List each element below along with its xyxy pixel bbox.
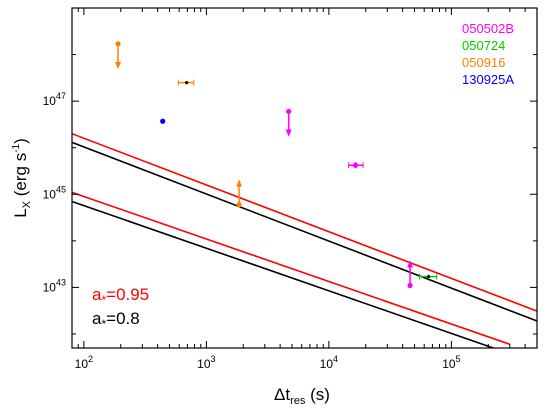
y-tick-label: 1045 — [43, 184, 66, 201]
model-line-2 — [72, 191, 511, 346]
data-point-050502B — [286, 108, 292, 115]
x-tick-label-base: 10 — [75, 357, 89, 371]
y-tick-label-exp: 45 — [56, 184, 66, 194]
param-sub: * — [101, 293, 106, 307]
y-tick-label-base: 10 — [43, 280, 57, 294]
data-points — [115, 41, 438, 289]
data-point-050916 — [185, 81, 189, 85]
limit-arrow-head — [285, 129, 292, 137]
y-tick-label: 1043 — [43, 277, 66, 294]
x-tick-label: 104 — [320, 354, 338, 371]
limit-arrow-head — [236, 179, 243, 187]
x-tick-label-base: 10 — [320, 357, 334, 371]
model-line-3 — [72, 200, 494, 348]
data-point-050502B — [352, 162, 359, 168]
y-tick-label-base: 10 — [43, 94, 57, 108]
x-axis-title-main: Δt — [274, 385, 290, 404]
y-axis-title-unit-pre: (erg s — [11, 153, 30, 201]
data-point-050724 — [426, 275, 431, 279]
limit-arrow-head — [407, 260, 414, 268]
x-axis-title-unit: (s) — [305, 385, 330, 404]
x-tick-label-base: 10 — [442, 357, 456, 371]
data-point-050916 — [236, 202, 242, 208]
model-lines — [72, 132, 537, 348]
y-tick-label: 1047 — [43, 91, 66, 108]
y-axis-title-sub: X — [21, 200, 33, 208]
param-label-0: a*=0.95 — [92, 285, 149, 307]
y-tick-label-exp: 47 — [56, 91, 66, 101]
y-axis-title-unit-post: ) — [11, 138, 30, 144]
x-tick-label-exp: 5 — [456, 354, 461, 364]
data-point-050916 — [115, 41, 121, 47]
x-axis-title: Δtres (s) — [274, 385, 330, 407]
param-labels: a*=0.95a*=0.8 — [92, 285, 149, 331]
y-tick-label-base: 10 — [43, 187, 57, 201]
limit-arrow-head — [115, 61, 122, 69]
x-tick-label: 105 — [442, 354, 460, 371]
data-point-130925A — [160, 118, 166, 124]
y-axis-title: LX (erg s-1) — [11, 138, 33, 218]
x-tick-label-exp: 3 — [211, 354, 216, 364]
y-tick-label-exp: 43 — [56, 277, 66, 287]
legend-entry-050916: 050916 — [462, 55, 505, 70]
plot-frame — [71, 7, 538, 349]
x-tick-label-base: 10 — [197, 357, 211, 371]
param-symbol: a — [92, 309, 102, 328]
model-line-1 — [72, 141, 537, 322]
x-tick-label: 102 — [75, 354, 93, 371]
param-label-1: a*=0.8 — [92, 309, 140, 331]
x-tick-label-exp: 4 — [333, 354, 338, 364]
param-value: =0.95 — [106, 285, 149, 304]
x-tick-label: 103 — [197, 354, 215, 371]
x-tick-label-exp: 2 — [88, 354, 93, 364]
y-axis-title-unit-exp: -1 — [11, 143, 22, 152]
model-line-0 — [72, 132, 537, 312]
param-value: =0.8 — [106, 309, 140, 328]
legend-entry-130925A: 130925A — [462, 72, 514, 87]
param-sub: * — [101, 317, 106, 331]
y-axis-title-main: L — [11, 208, 30, 217]
legend-entry-050724: 050724 — [462, 38, 505, 53]
legend-entry-050502B: 050502B — [462, 21, 514, 36]
data-point-050502B — [407, 282, 413, 289]
x-axis-title-sub: res — [290, 395, 306, 407]
param-symbol: a — [92, 285, 102, 304]
legend: 050502B 050724 050916 130925A — [462, 21, 514, 87]
